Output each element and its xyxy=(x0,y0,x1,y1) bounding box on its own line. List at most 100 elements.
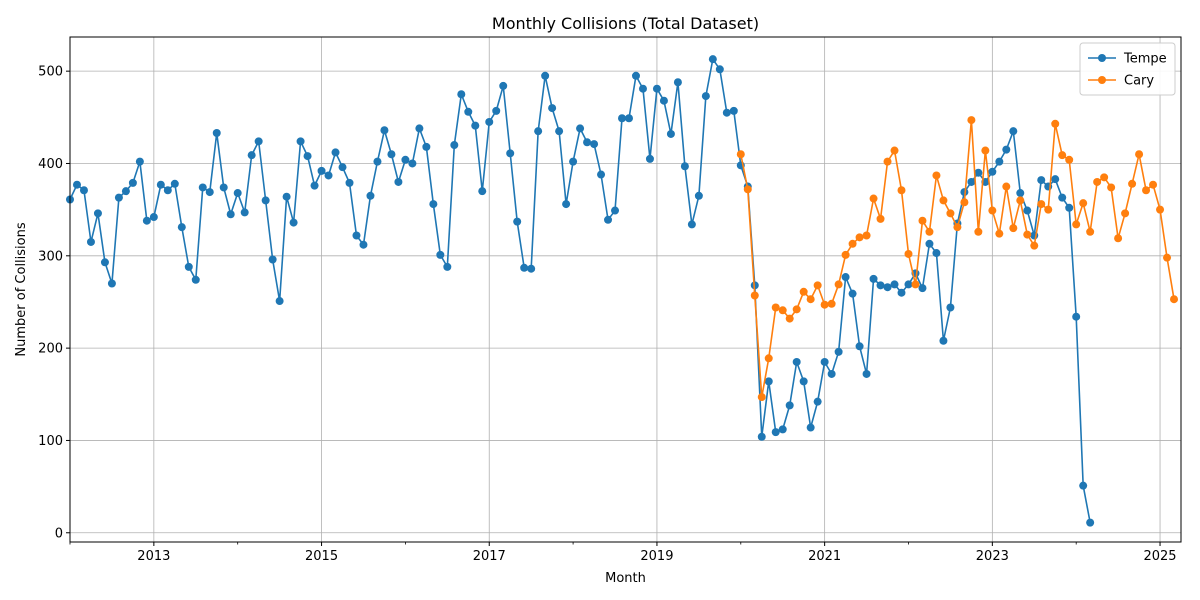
data-point-tempe xyxy=(324,171,333,180)
data-point-tempe xyxy=(464,107,473,116)
data-point-tempe xyxy=(191,275,200,284)
data-point-tempe xyxy=(820,357,829,366)
data-point-cary xyxy=(820,300,829,309)
x-tick-label: 2023 xyxy=(976,549,1009,564)
data-point-cary xyxy=(1079,199,1088,208)
x-tick-label: 2015 xyxy=(305,549,338,564)
data-point-tempe xyxy=(666,129,675,138)
data-point-tempe xyxy=(562,200,571,209)
data-point-tempe xyxy=(960,188,969,197)
data-point-tempe xyxy=(499,81,508,90)
data-point-tempe xyxy=(764,377,773,386)
legend-marker-tempe xyxy=(1098,54,1106,62)
data-point-tempe xyxy=(694,191,703,200)
data-point-tempe xyxy=(806,423,815,432)
legend: Tempe Cary xyxy=(1079,42,1176,96)
legend-label-cary: Cary xyxy=(1124,74,1154,89)
data-point-tempe xyxy=(394,177,403,186)
data-point-tempe xyxy=(631,71,640,80)
data-point-tempe xyxy=(268,255,277,264)
data-point-tempe xyxy=(457,90,466,99)
data-point-cary xyxy=(911,280,920,289)
data-point-tempe xyxy=(142,216,151,225)
data-point-cary xyxy=(897,186,906,195)
data-point-tempe xyxy=(687,220,696,229)
data-point-cary xyxy=(904,249,913,258)
data-point-tempe xyxy=(583,138,592,147)
data-point-cary xyxy=(876,214,885,223)
data-point-tempe xyxy=(303,152,312,161)
data-point-cary xyxy=(1086,227,1095,236)
data-point-tempe xyxy=(785,401,794,410)
data-point-tempe xyxy=(135,157,144,166)
data-point-cary xyxy=(1072,220,1081,229)
data-point-tempe xyxy=(170,179,179,188)
data-point-tempe xyxy=(380,126,389,135)
data-point-tempe xyxy=(86,237,95,246)
data-point-cary xyxy=(1051,119,1060,128)
data-point-cary xyxy=(946,209,955,218)
data-point-tempe xyxy=(855,342,864,351)
data-point-tempe xyxy=(450,141,459,150)
data-point-tempe xyxy=(338,163,347,172)
data-point-tempe xyxy=(1079,481,1088,490)
data-point-tempe xyxy=(72,180,81,189)
data-point-cary xyxy=(757,393,766,402)
data-point-tempe xyxy=(813,397,822,406)
data-point-cary xyxy=(960,198,969,207)
data-point-tempe xyxy=(729,106,738,115)
data-point-tempe xyxy=(233,189,242,198)
data-point-tempe xyxy=(100,258,109,267)
series-cary xyxy=(736,116,1179,402)
data-point-cary xyxy=(1128,179,1137,188)
data-point-tempe xyxy=(604,215,613,224)
data-point-tempe xyxy=(988,167,997,176)
data-point-tempe xyxy=(869,274,878,283)
data-point-cary xyxy=(1142,186,1151,195)
data-point-tempe xyxy=(107,279,116,288)
data-point-tempe xyxy=(876,281,885,290)
data-point-tempe xyxy=(925,239,934,248)
data-point-cary xyxy=(806,295,815,304)
data-point-tempe xyxy=(890,280,899,289)
data-point-tempe xyxy=(1002,145,1011,154)
data-point-tempe xyxy=(673,78,682,87)
data-point-tempe xyxy=(638,84,647,93)
data-point-tempe xyxy=(659,96,668,105)
data-point-tempe xyxy=(373,157,382,166)
data-point-tempe xyxy=(317,166,326,175)
data-point-cary xyxy=(1023,230,1032,239)
y-tick-label: 300 xyxy=(38,249,63,264)
y-tick-label: 500 xyxy=(38,65,63,80)
data-point-tempe xyxy=(946,303,955,312)
data-point-cary xyxy=(855,233,864,242)
data-point-cary xyxy=(1058,151,1067,160)
data-point-tempe xyxy=(163,186,172,195)
data-point-cary xyxy=(827,299,836,308)
data-point-tempe xyxy=(1016,189,1025,198)
data-point-cary xyxy=(974,227,983,236)
data-point-tempe xyxy=(918,284,927,293)
data-point-tempe xyxy=(289,218,298,227)
data-point-tempe xyxy=(708,55,717,64)
data-point-tempe xyxy=(513,217,522,226)
data-point-cary xyxy=(953,223,962,232)
data-point-tempe xyxy=(834,347,843,356)
data-point-tempe xyxy=(799,377,808,386)
data-point-cary xyxy=(1065,155,1074,164)
data-point-tempe xyxy=(757,432,766,441)
data-point-tempe xyxy=(932,249,941,258)
data-point-tempe xyxy=(1072,312,1081,321)
data-point-cary xyxy=(939,196,948,205)
data-point-cary xyxy=(890,146,899,155)
data-point-tempe xyxy=(352,231,361,240)
data-point-tempe xyxy=(548,104,557,113)
data-point-tempe xyxy=(904,280,913,289)
data-point-tempe xyxy=(520,263,529,272)
data-point-tempe xyxy=(443,262,452,271)
data-point-cary xyxy=(1163,253,1172,262)
data-point-tempe xyxy=(422,142,431,151)
data-point-tempe xyxy=(415,124,424,133)
data-point-tempe xyxy=(897,288,906,297)
